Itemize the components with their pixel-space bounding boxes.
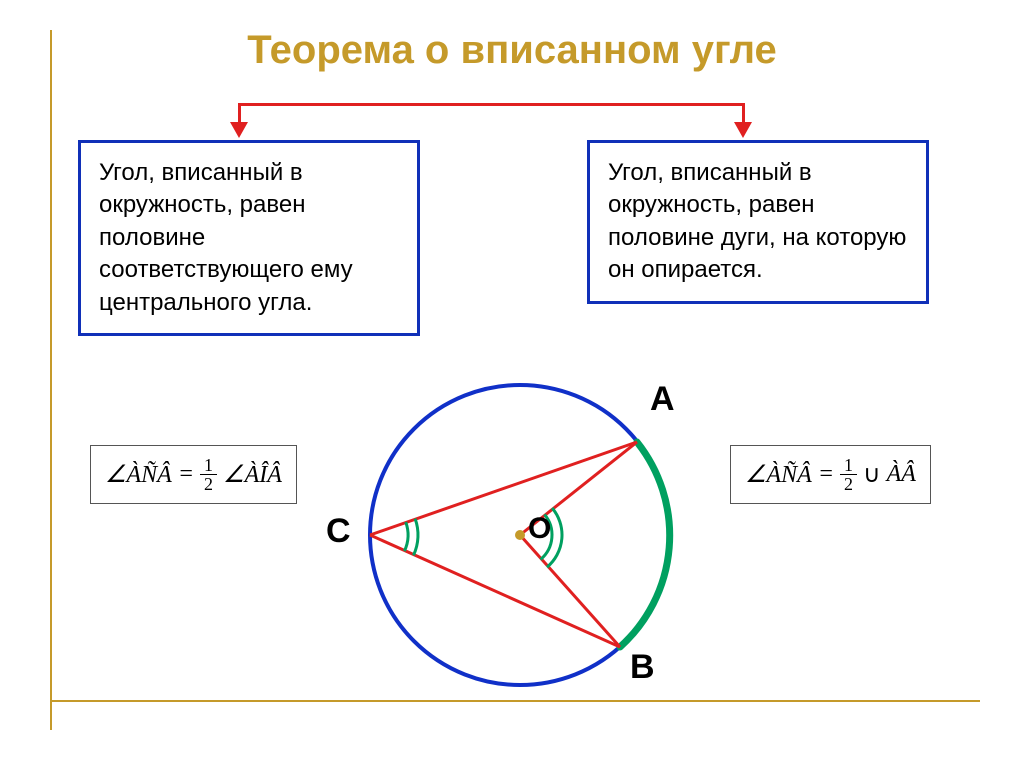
theorem-box-right: Угол, вписанный в окружность, равен поло… — [587, 140, 929, 304]
arrow-left-head — [230, 122, 248, 138]
circle-diagram: A B C O — [330, 350, 710, 710]
arrow-right-head — [734, 122, 752, 138]
formula-left-rhs: ∠ÀÎÂ — [223, 460, 282, 489]
formula-left: ∠ÀÑÂ = 1 2 ∠ÀÎÂ — [90, 445, 297, 504]
formula-left-lhs: ∠ÀÑÂ — [105, 460, 172, 489]
formula-right-cup: ∪ — [863, 460, 881, 489]
theorem-box-left: Угол, вписанный в окружность, равен поло… — [78, 140, 420, 336]
label-C: C — [326, 512, 351, 551]
formula-right-eq: = — [818, 461, 834, 488]
label-A: A — [650, 380, 675, 419]
formula-right-lhs: ∠ÀÑÂ — [745, 460, 812, 489]
arrow-horizontal — [238, 103, 745, 106]
formula-right: ∠ÀÑÂ = 1 2 ∪ ÀÂ — [730, 445, 931, 504]
formula-left-frac: 1 2 — [200, 456, 217, 493]
formula-left-eq: = — [178, 461, 194, 488]
label-B: B — [630, 648, 655, 687]
frame-vertical — [50, 30, 52, 730]
formula-right-rhs: ÀÂ — [887, 461, 916, 488]
label-O: O — [528, 512, 551, 546]
page-title: Теорема о вписанном угле — [0, 28, 1024, 73]
formula-right-frac: 1 2 — [840, 456, 857, 493]
